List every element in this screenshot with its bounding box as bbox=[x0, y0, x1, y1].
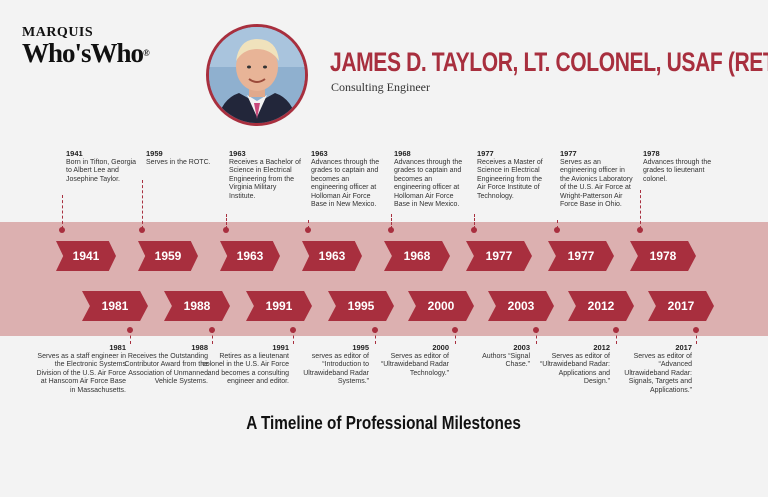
chevron-top-1963b: 1963 bbox=[302, 241, 362, 271]
dot-top-1977a bbox=[471, 227, 477, 233]
event-top-1977b: 1977 Serves as an engineering officer in… bbox=[560, 149, 634, 210]
event-text: Serves as editor of “Ultrawideband Radar… bbox=[380, 352, 449, 377]
event-year: 1981 bbox=[109, 343, 126, 352]
page-subtitle: Consulting Engineer bbox=[331, 80, 430, 94]
event-bottom-1981: 1981 Serves as a staff engineer in the E… bbox=[34, 343, 126, 395]
event-top-1978: 1978 Advances through the grades to lieu… bbox=[643, 149, 717, 184]
chevron-bottom-2003: 2003 bbox=[488, 291, 554, 321]
logo-line2: Who'sWho® bbox=[22, 38, 162, 68]
event-year: 1959 bbox=[146, 149, 163, 158]
event-year: 2000 bbox=[432, 343, 449, 352]
dot-top-1968 bbox=[388, 227, 394, 233]
logo-registered-mark: ® bbox=[143, 48, 150, 58]
event-text: Serves as editor of “Advanced Ultrawideb… bbox=[624, 352, 692, 394]
portrait-photo bbox=[206, 24, 308, 126]
event-bottom-2012: 2012 Serves as editor of “Ultrawideband … bbox=[536, 343, 610, 387]
event-bottom-2003: 2003 Authors “Signal Chase.” bbox=[470, 343, 530, 370]
event-year: 1941 bbox=[66, 149, 83, 158]
event-text: Authors “Signal Chase.” bbox=[482, 352, 530, 369]
event-text: serves as editor of “Introduction to Ult… bbox=[303, 352, 369, 386]
dot-top-1959 bbox=[139, 227, 145, 233]
event-text: Receives the Outstanding Contributor Awa… bbox=[124, 352, 208, 386]
event-text: Serves in the ROTC. bbox=[146, 158, 211, 166]
connector-bottom-1991 bbox=[293, 330, 294, 344]
footer-title-text: A Timeline of Professional Milestones bbox=[246, 413, 522, 433]
connector-top-1977a bbox=[474, 214, 475, 229]
event-text: Advances through the grades to captain a… bbox=[311, 158, 380, 209]
event-bottom-1995: 1995 serves as editor of “Introduction t… bbox=[289, 343, 369, 387]
connector-top-1963a bbox=[226, 214, 227, 229]
connector-top-1968 bbox=[391, 214, 392, 229]
connector-bottom-2003 bbox=[536, 330, 537, 344]
event-top-1977a: 1977 Receives a Master of Science in Ele… bbox=[477, 149, 551, 201]
logo-wordmark: Who'sWho bbox=[22, 38, 144, 68]
event-bottom-1988: 1988 Receives the Outstanding Contributo… bbox=[116, 343, 208, 387]
chevron-top-1941: 1941 bbox=[56, 241, 116, 271]
event-year: 1988 bbox=[191, 343, 208, 352]
connector-top-1959 bbox=[142, 180, 143, 229]
footer-title: A Timeline of Professional Milestones bbox=[0, 413, 768, 434]
chevron-top-1968: 1968 bbox=[384, 241, 450, 271]
event-year: 1963 bbox=[311, 149, 328, 158]
event-text: Receives a Master of Science in Electric… bbox=[477, 158, 543, 200]
connector-bottom-1995 bbox=[375, 330, 376, 344]
chevron-top-1977a: 1977 bbox=[466, 241, 532, 271]
event-year: 1963 bbox=[229, 149, 246, 158]
chevron-top-1959: 1959 bbox=[138, 241, 198, 271]
chevron-bottom-1988: 1988 bbox=[164, 291, 230, 321]
event-text: Retires as a lieutenant colonel in the U… bbox=[202, 352, 289, 386]
event-text: Serves as a staff engineer in the Electr… bbox=[36, 352, 126, 394]
dot-top-1978 bbox=[637, 227, 643, 233]
event-top-1963a: 1963 Receives a Bachelor of Science in E… bbox=[229, 149, 303, 201]
connector-bottom-2000 bbox=[455, 330, 456, 344]
event-year: 1995 bbox=[352, 343, 369, 352]
event-year: 1991 bbox=[272, 343, 289, 352]
chevron-bottom-2017: 2017 bbox=[648, 291, 714, 321]
event-text: Serves as editor of “Ultrawideband Radar… bbox=[539, 352, 610, 386]
event-bottom-2017: 2017 Serves as editor of “Advanced Ultra… bbox=[618, 343, 692, 395]
chevron-top-1978: 1978 bbox=[630, 241, 696, 271]
logo-line1: MARQUIS bbox=[22, 25, 94, 40]
event-year: 1977 bbox=[560, 149, 577, 158]
chevron-bottom-1981: 1981 bbox=[82, 291, 148, 321]
connector-top-1941 bbox=[62, 195, 63, 229]
dot-top-1963a bbox=[223, 227, 229, 233]
event-year: 2017 bbox=[675, 343, 692, 352]
event-year: 2003 bbox=[513, 343, 530, 352]
page-title: JAMES D. TAYLOR, LT. COLONEL, USAF (RET.… bbox=[330, 47, 768, 77]
event-top-1963b: 1963 Advances through the grades to capt… bbox=[311, 149, 385, 210]
event-year: 1968 bbox=[394, 149, 411, 158]
chevron-bottom-1995: 1995 bbox=[328, 291, 394, 321]
event-text: Advances through the grades to captain a… bbox=[394, 158, 463, 209]
event-text: Serves as an engineering officer in the … bbox=[560, 158, 633, 209]
chevron-bottom-2000: 2000 bbox=[408, 291, 474, 321]
event-text: Receives a Bachelor of Science in Electr… bbox=[229, 158, 301, 200]
dot-top-1963b bbox=[305, 227, 311, 233]
connector-top-1977b bbox=[557, 220, 558, 229]
event-year: 1978 bbox=[643, 149, 660, 158]
dot-top-1941 bbox=[59, 227, 65, 233]
event-bottom-1991: 1991 Retires as a lieutenant colonel in … bbox=[197, 343, 289, 387]
chevron-bottom-2012: 2012 bbox=[568, 291, 634, 321]
marquis-whoswho-logo: MARQUIS Who'sWho® bbox=[22, 25, 162, 68]
event-top-1941: 1941 Born in Tifton, Georgia to Albert L… bbox=[66, 149, 140, 184]
event-top-1959: 1959 Serves in the ROTC. bbox=[146, 149, 220, 167]
portrait-illustration bbox=[209, 27, 305, 123]
connector-top-1978 bbox=[640, 190, 641, 229]
connector-bottom-2012 bbox=[616, 330, 617, 344]
chevron-bottom-1991: 1991 bbox=[246, 291, 312, 321]
event-year: 2012 bbox=[593, 343, 610, 352]
dot-top-1977b bbox=[554, 227, 560, 233]
event-top-1968: 1968 Advances through the grades to capt… bbox=[394, 149, 468, 210]
event-bottom-2000: 2000 Serves as editor of “Ultrawideband … bbox=[375, 343, 449, 378]
connector-top-1963b bbox=[308, 220, 309, 229]
event-text: Born in Tifton, Georgia to Albert Lee an… bbox=[66, 158, 137, 183]
connector-bottom-1988 bbox=[212, 330, 213, 344]
chevron-top-1977b: 1977 bbox=[548, 241, 614, 271]
event-text: Advances through the grades to lieutenan… bbox=[643, 158, 712, 183]
connector-bottom-2017 bbox=[696, 330, 697, 344]
connector-bottom-1981 bbox=[130, 330, 131, 344]
event-year: 1977 bbox=[477, 149, 494, 158]
chevron-top-1963a: 1963 bbox=[220, 241, 280, 271]
